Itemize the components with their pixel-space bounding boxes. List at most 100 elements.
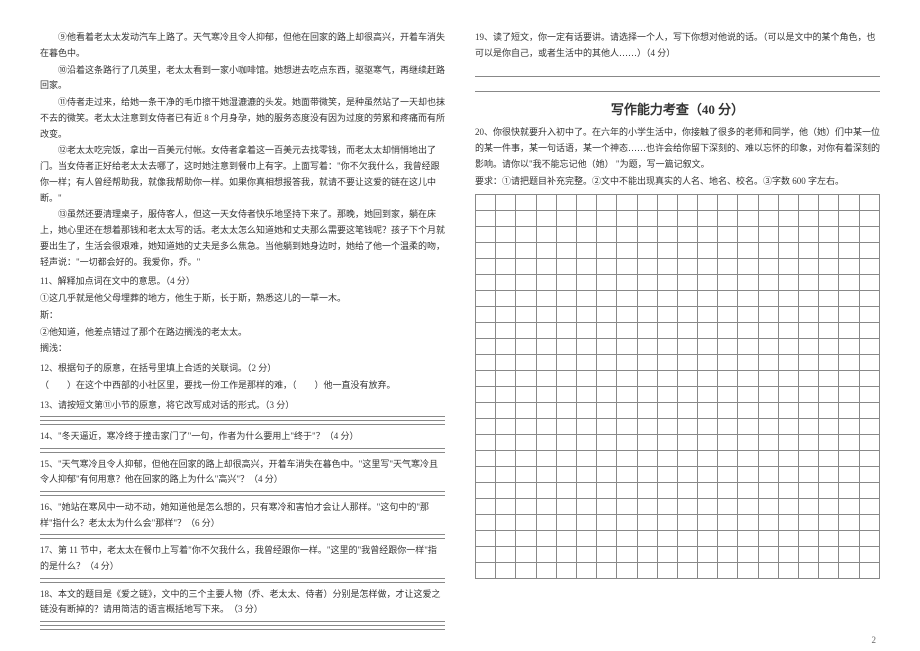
grid-cell (839, 435, 859, 451)
grid-cell (799, 419, 819, 435)
grid-cell (718, 243, 738, 259)
grid-cell (576, 227, 596, 243)
grid-cell (637, 499, 657, 515)
grid-cell (536, 499, 556, 515)
grid-cell (819, 483, 839, 499)
grid-cell (819, 339, 839, 355)
grid-cell (597, 547, 617, 563)
grid-cell (758, 467, 778, 483)
grid-cell (597, 451, 617, 467)
grid-cell (576, 467, 596, 483)
grid-cell (738, 195, 758, 211)
grid-cell (617, 259, 637, 275)
grid-cell (536, 275, 556, 291)
grid-cell (617, 499, 637, 515)
grid-cell (556, 195, 576, 211)
grid-cell (496, 451, 516, 467)
grid-cell (496, 355, 516, 371)
grid-cell (819, 355, 839, 371)
grid-cell (617, 403, 637, 419)
grid-cell (637, 563, 657, 579)
grid-cell (617, 323, 637, 339)
grid-cell (738, 211, 758, 227)
grid-cell (778, 531, 798, 547)
grid-cell (738, 259, 758, 275)
grid-cell (657, 499, 677, 515)
grid-cell (637, 195, 657, 211)
grid-cell (859, 275, 879, 291)
grid-cell (576, 355, 596, 371)
grid-cell (758, 483, 778, 499)
grid-cell (819, 323, 839, 339)
grid-cell (698, 227, 718, 243)
grid-cell (677, 419, 697, 435)
grid-cell (677, 467, 697, 483)
grid-cell (597, 355, 617, 371)
grid-cell (597, 435, 617, 451)
grid-cell (718, 259, 738, 275)
grid-cell (476, 323, 496, 339)
grid-cell (738, 339, 758, 355)
grid-cell (839, 499, 859, 515)
grid-cell (516, 323, 536, 339)
grid-cell (556, 435, 576, 451)
grid-cell (698, 323, 718, 339)
grid-cell (718, 227, 738, 243)
grid-cell (496, 387, 516, 403)
grid-cell (738, 371, 758, 387)
grid-cell (819, 195, 839, 211)
grid-cell (819, 307, 839, 323)
grid-cell (859, 435, 879, 451)
grid-cell (718, 483, 738, 499)
grid-cell (576, 339, 596, 355)
grid-cell (576, 323, 596, 339)
grid-cell (576, 547, 596, 563)
grid-cell (718, 451, 738, 467)
grid-cell (597, 259, 617, 275)
grid-cell (677, 259, 697, 275)
grid-cell (637, 435, 657, 451)
grid-cell (758, 291, 778, 307)
grid-cell (677, 307, 697, 323)
grid-cell (819, 467, 839, 483)
passage-para-11: ⑪侍者走过来，给她一条干净的毛巾擦干她湿漉漉的头发。她面带微笑，是种虽然站了一天… (40, 95, 445, 142)
grid-cell (758, 211, 778, 227)
grid-cell (536, 483, 556, 499)
grid-cell (677, 515, 697, 531)
grid-cell (516, 467, 536, 483)
grid-cell (516, 451, 536, 467)
grid-cell (819, 563, 839, 579)
grid-cell (556, 243, 576, 259)
grid-cell (677, 483, 697, 499)
grid-cell (718, 547, 738, 563)
grid-cell (657, 291, 677, 307)
grid-cell (758, 419, 778, 435)
grid-cell (476, 195, 496, 211)
grid-cell (496, 483, 516, 499)
grid-cell (617, 483, 637, 499)
grid-cell (778, 419, 798, 435)
grid-cell (738, 387, 758, 403)
grid-cell (778, 451, 798, 467)
grid-cell (698, 515, 718, 531)
grid-cell (738, 483, 758, 499)
grid-cell (839, 403, 859, 419)
grid-cell (476, 275, 496, 291)
grid-cell (556, 291, 576, 307)
grid-cell (516, 291, 536, 307)
grid-cell (516, 355, 536, 371)
grid-cell (698, 403, 718, 419)
answer-line (40, 490, 445, 492)
grid-cell (536, 531, 556, 547)
grid-cell (758, 435, 778, 451)
grid-cell (799, 275, 819, 291)
grid-cell (839, 243, 859, 259)
grid-cell (476, 291, 496, 307)
grid-cell (677, 387, 697, 403)
grid-cell (637, 323, 657, 339)
grid-cell (657, 371, 677, 387)
grid-cell (516, 435, 536, 451)
grid-cell (496, 211, 516, 227)
grid-cell (799, 307, 819, 323)
grid-cell (859, 211, 879, 227)
